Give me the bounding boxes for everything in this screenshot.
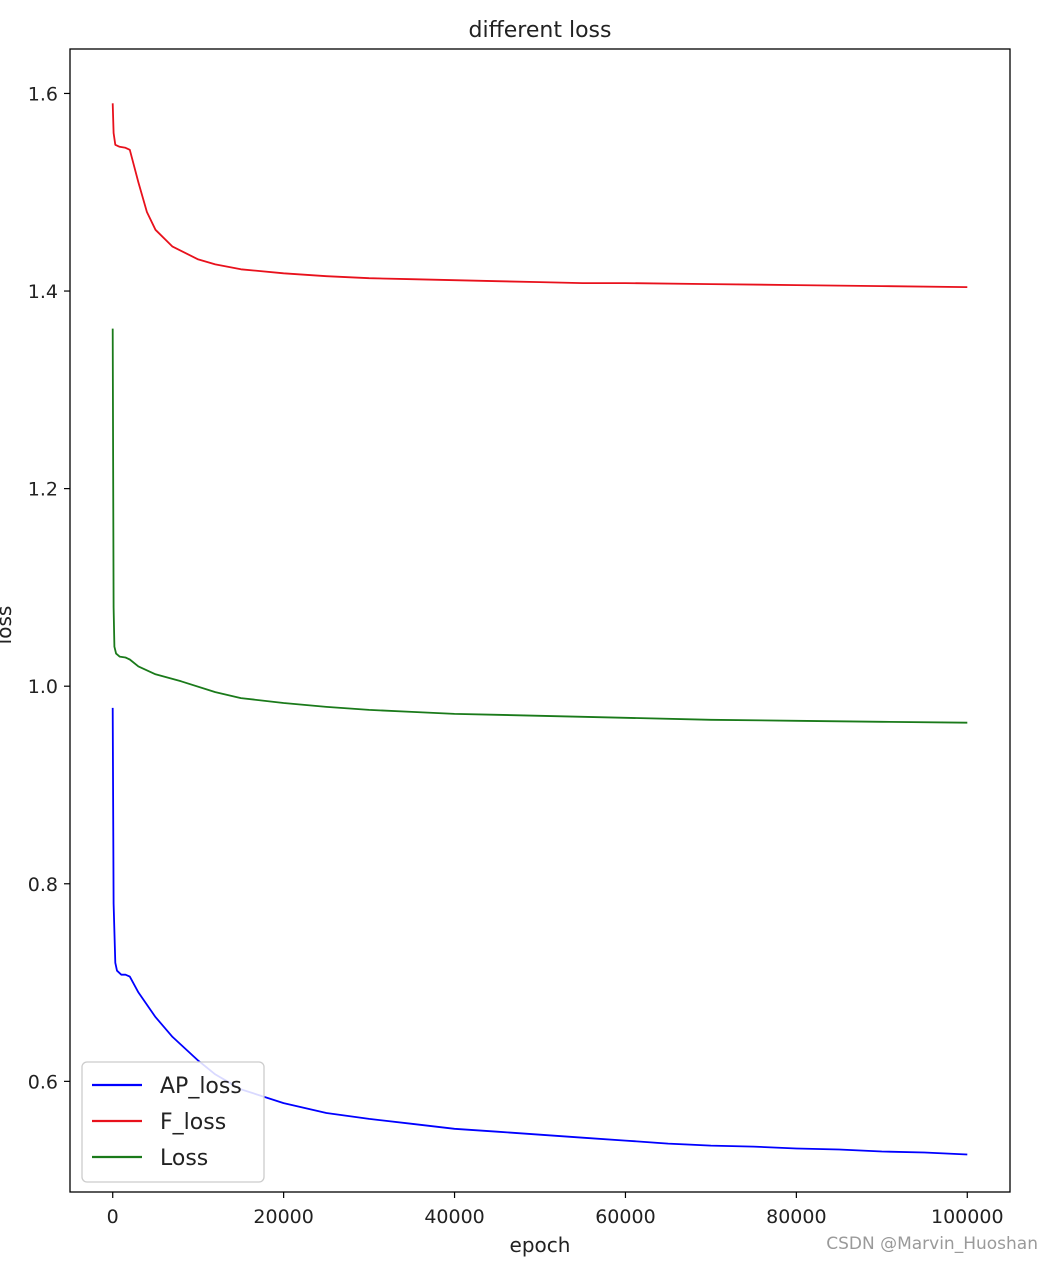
legend-label-ap-loss: AP_loss: [160, 1074, 242, 1099]
legend-label-f-loss: F_loss: [160, 1110, 226, 1135]
x-tick-label: 80000: [766, 1206, 826, 1228]
x-tick-label: 0: [107, 1206, 119, 1228]
axes-frame: [69, 48, 1011, 1193]
x-tick-label: 60000: [595, 1206, 655, 1228]
y-tick-label: 1.4: [28, 281, 58, 303]
axis-ticks: 0 20000 40000 60000 80000 100000 0.6 0.8 1.0 1.2 1…: [28, 83, 1004, 1228]
y-tick-label: 1.0: [28, 676, 58, 698]
series-line-ap-loss: [111, 707, 968, 1156]
y-tick-label: 0.8: [28, 874, 58, 896]
y-tick-label: 1.6: [28, 83, 58, 105]
y-tick-label: 0.6: [28, 1071, 58, 1093]
watermark-text: CSDN @Marvin_Huoshan: [826, 1234, 1038, 1254]
x-tick-label: 20000: [253, 1206, 313, 1228]
series-line-loss: [111, 328, 968, 724]
legend: AP_loss F_loss Loss: [81, 1061, 265, 1183]
x-axis-label: epoch: [510, 1233, 571, 1257]
x-tick-label: 100000: [931, 1206, 1004, 1228]
legend-label-loss: Loss: [160, 1146, 208, 1171]
series-line-f-loss: [111, 103, 968, 288]
legend-box: [81, 1061, 265, 1183]
y-tick-label: 1.2: [28, 479, 58, 501]
x-tick-label: 40000: [424, 1206, 484, 1228]
chart-title: different loss: [469, 18, 612, 43]
y-axis-label: loss: [0, 606, 16, 645]
plot-area: [111, 103, 968, 1156]
